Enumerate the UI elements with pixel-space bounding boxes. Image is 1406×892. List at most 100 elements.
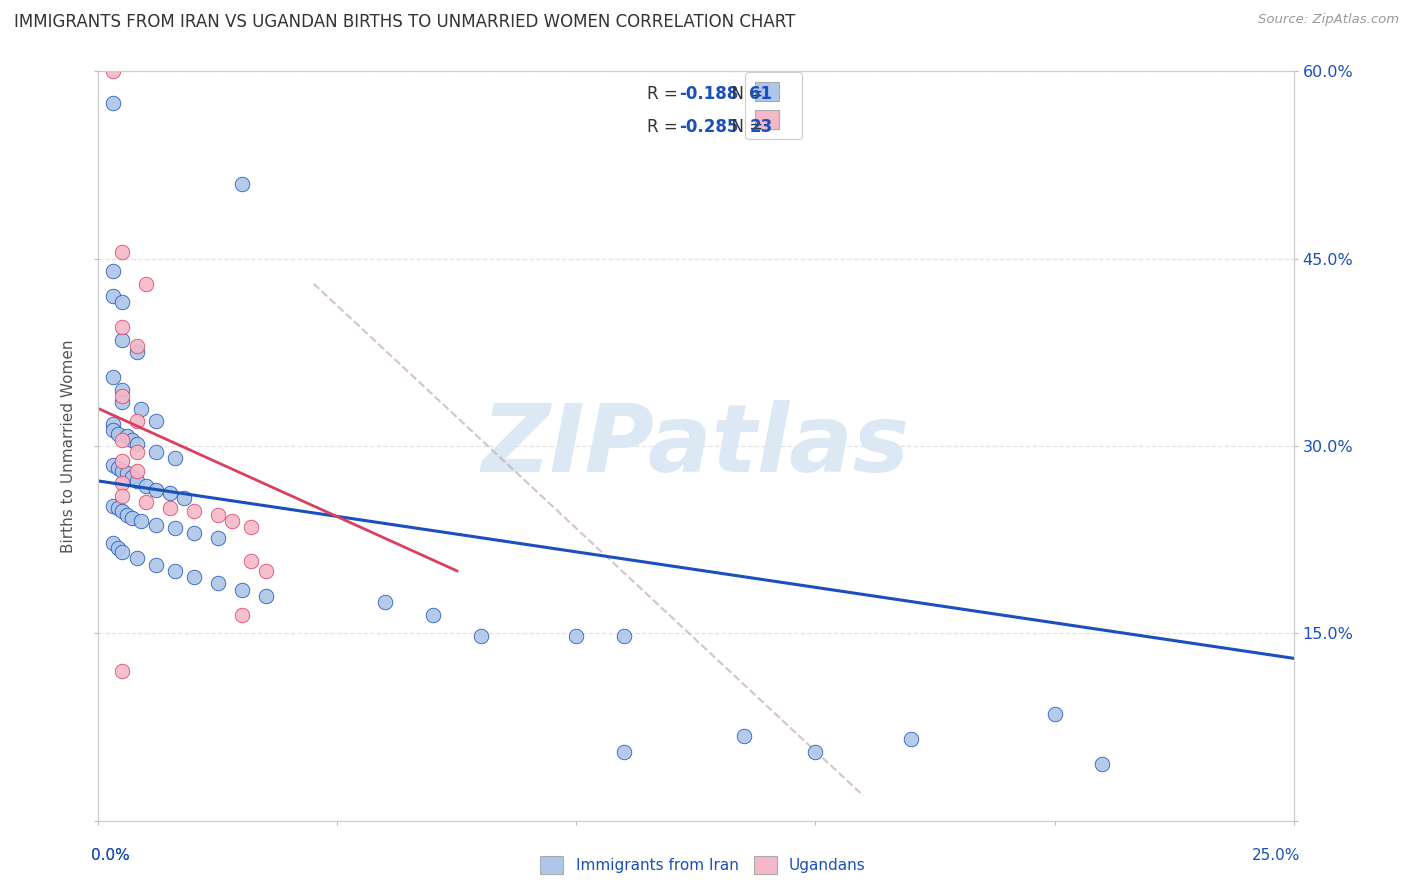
Point [111,383,134,397]
Legend: , : , [745,72,801,139]
Point [111,295,134,310]
Point [231,177,253,191]
Point [115,467,138,481]
Text: R =: R = [647,118,683,136]
Point [101,289,124,303]
Point [125,345,148,359]
Point [145,445,167,459]
Point [135,495,157,509]
Point [111,504,134,518]
Point [145,517,167,532]
Text: ZIPatlas: ZIPatlas [482,400,910,492]
Point [107,501,129,516]
Point [135,277,157,291]
Point [125,474,148,488]
Point [131,401,153,416]
Point [111,433,134,447]
Point [231,607,253,622]
Point [422,607,444,622]
Point [613,745,636,759]
Point [101,370,124,384]
Point [125,414,148,428]
Point [374,595,396,609]
Point [111,395,134,409]
Point [1043,707,1066,722]
Point [111,664,134,678]
Point [231,582,253,597]
Point [111,245,134,260]
Point [159,486,181,500]
Point [145,483,167,497]
Point [111,464,134,478]
Point [125,551,148,566]
Text: 23: 23 [749,118,773,136]
Point [183,570,205,584]
Text: Source: ZipAtlas.com: Source: ZipAtlas.com [1258,13,1399,27]
Point [804,745,827,759]
Point [207,532,229,546]
Point [125,339,148,353]
Point [101,95,124,110]
Point [107,541,129,556]
Y-axis label: Births to Unmarried Women: Births to Unmarried Women [60,339,76,553]
Point [240,520,263,534]
Point [173,491,195,506]
Point [221,514,243,528]
Point [125,464,148,478]
Point [111,333,134,347]
Text: 25.0%: 25.0% [1253,847,1301,863]
Text: N =: N = [721,118,769,136]
Point [145,414,167,428]
Point [101,499,124,513]
Point [254,589,277,603]
Point [111,476,134,491]
Point [131,514,153,528]
Point [565,629,588,643]
Point [115,508,138,522]
Point [613,629,636,643]
Point [111,489,134,503]
Point [107,461,129,475]
Point [207,508,229,522]
Point [163,564,186,578]
Point [254,564,277,578]
Point [240,554,263,568]
Point [163,451,186,466]
Point [135,479,157,493]
Point [101,417,124,431]
Text: IMMIGRANTS FROM IRAN VS UGANDAN BIRTHS TO UNMARRIED WOMEN CORRELATION CHART: IMMIGRANTS FROM IRAN VS UGANDAN BIRTHS T… [14,13,796,31]
Point [111,545,134,559]
Point [1091,757,1114,772]
Point [121,470,143,484]
Point [145,558,167,572]
Text: 0.0%: 0.0% [91,847,131,863]
Text: -0.285: -0.285 [679,118,738,136]
Point [111,320,134,334]
Point [163,521,186,535]
Point [207,576,229,591]
Point [107,426,129,441]
Point [121,511,143,525]
Point [125,436,148,450]
Text: 0.0%: 0.0% [91,847,131,863]
Point [183,504,205,518]
Point [900,732,922,747]
Point [111,389,134,403]
Point [101,458,124,472]
Text: -0.188: -0.188 [679,85,738,103]
Point [121,433,143,447]
Text: R =: R = [647,85,683,103]
Point [115,429,138,443]
Text: N =: N = [721,85,769,103]
Point [470,629,492,643]
Point [101,264,124,278]
Point [101,423,124,437]
Point [101,536,124,550]
Point [183,526,205,541]
Point [101,64,124,78]
Point [733,729,755,743]
Point [159,501,181,516]
Point [111,454,134,468]
Legend: Immigrants from Iran, Ugandans: Immigrants from Iran, Ugandans [534,850,872,880]
Text: 61: 61 [749,85,772,103]
